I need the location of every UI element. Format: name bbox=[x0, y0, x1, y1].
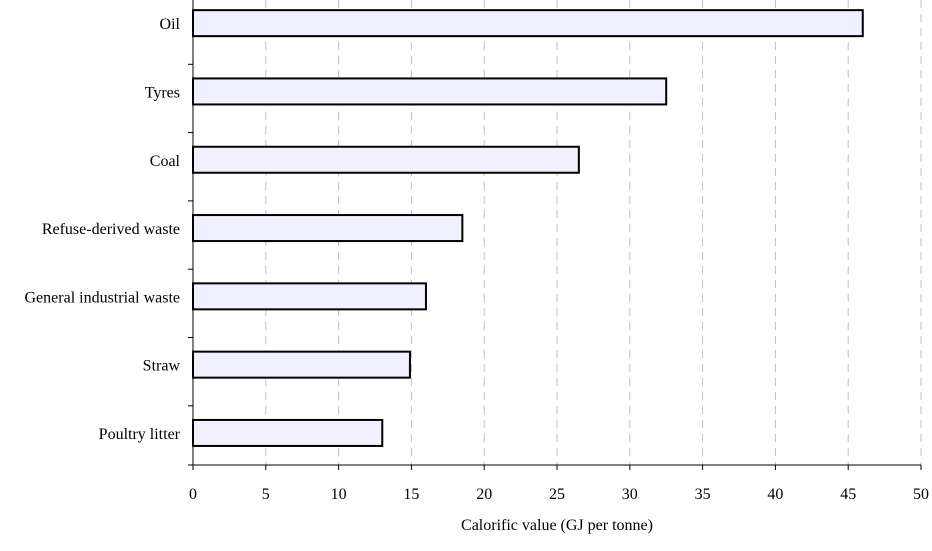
x-axis-title: Calorific value (GJ per tonne) bbox=[461, 517, 653, 534]
tick-marks bbox=[188, 63, 922, 470]
bar-straw bbox=[192, 350, 411, 379]
x-tick-label: 0 bbox=[189, 486, 197, 503]
category-label: General industrial waste bbox=[25, 289, 181, 306]
bar-poultry-litter bbox=[192, 418, 384, 447]
x-tick-label: 20 bbox=[476, 486, 492, 503]
bar-general-industrial-waste bbox=[192, 282, 427, 311]
category-label: Oil bbox=[160, 16, 181, 33]
x-tick-label: 40 bbox=[767, 486, 783, 503]
x-tick-label: 15 bbox=[403, 486, 419, 503]
x-tick-label: 5 bbox=[262, 486, 270, 503]
bar-tyres bbox=[192, 77, 668, 106]
x-tick-label: 30 bbox=[622, 486, 638, 503]
category-label: Coal bbox=[150, 153, 181, 170]
x-tick-label: 10 bbox=[331, 486, 347, 503]
bars bbox=[192, 9, 864, 447]
x-tick-label: 45 bbox=[840, 486, 856, 503]
x-tick-label: 25 bbox=[549, 486, 565, 503]
tick-labels: Oil Tyres Coal Refuse-derived waste General … bbox=[25, 16, 930, 503]
x-tick-label: 35 bbox=[695, 486, 711, 503]
category-label: Poultry litter bbox=[99, 426, 181, 443]
category-label: Refuse-derived waste bbox=[42, 221, 180, 238]
category-label: Straw bbox=[143, 358, 181, 375]
category-label: Tyres bbox=[145, 84, 180, 101]
x-tick-label: 50 bbox=[913, 486, 929, 503]
bar-refuse-derived-waste bbox=[192, 214, 464, 243]
bar-coal bbox=[192, 145, 580, 174]
bar-oil bbox=[192, 9, 864, 38]
